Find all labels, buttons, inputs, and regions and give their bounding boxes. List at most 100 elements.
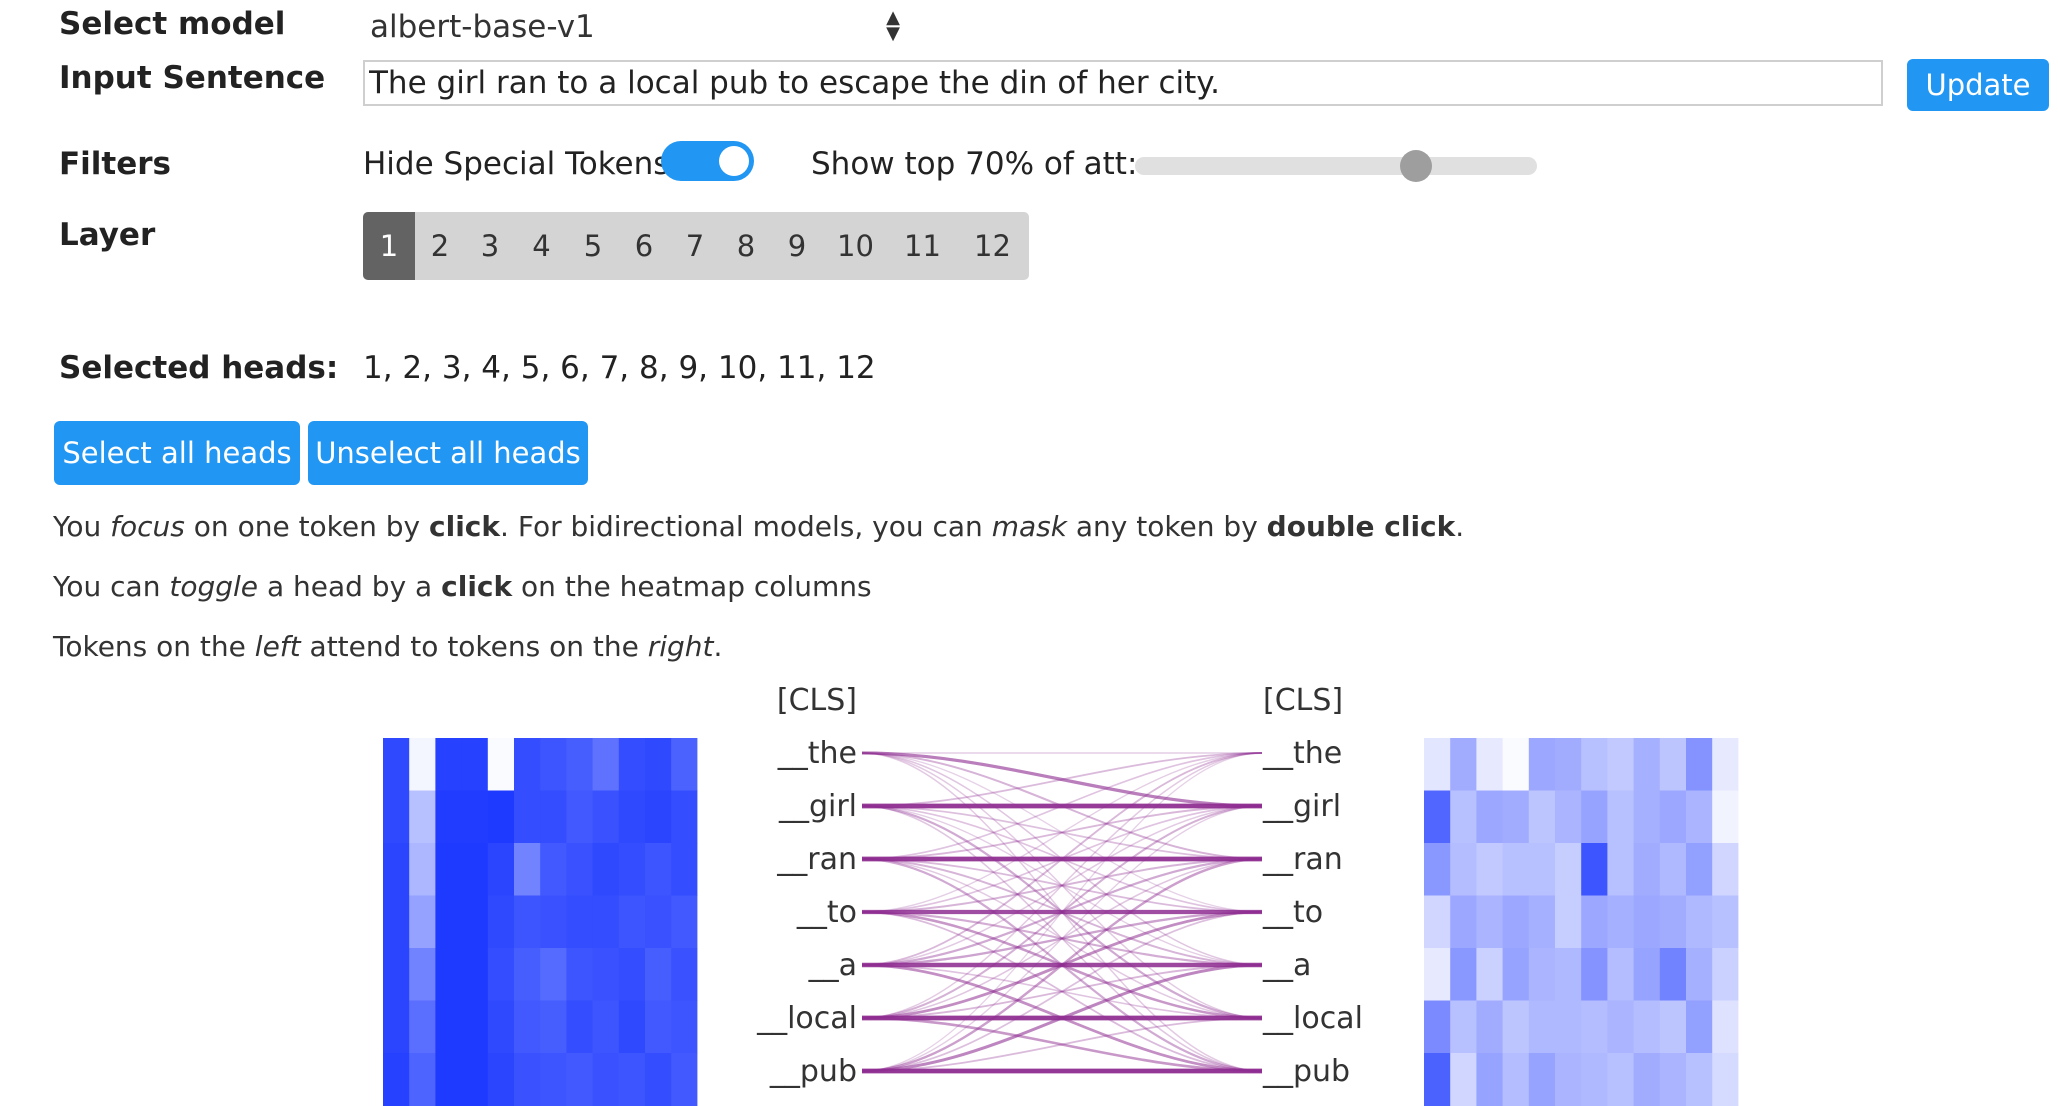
right-heatmap-cell[interactable] bbox=[1450, 843, 1477, 896]
left-heatmap-cell[interactable] bbox=[645, 948, 672, 1001]
right-heatmap-cell[interactable] bbox=[1633, 843, 1661, 896]
right-token[interactable]: __girl bbox=[1262, 789, 1341, 824]
left-heatmap-cell[interactable] bbox=[671, 843, 698, 896]
right-heatmap-cell[interactable] bbox=[1424, 948, 1451, 1001]
right-heatmap-cell[interactable] bbox=[1528, 1053, 1556, 1106]
right-heatmap-cell[interactable] bbox=[1450, 738, 1477, 791]
right-heatmap-cell[interactable] bbox=[1450, 1000, 1477, 1054]
left-heatmap-cell[interactable] bbox=[618, 843, 646, 896]
update-button[interactable]: Update bbox=[1907, 59, 2049, 111]
right-heatmap-cell[interactable] bbox=[1528, 843, 1556, 896]
right-heatmap-cell[interactable] bbox=[1607, 1000, 1635, 1054]
left-heatmap-cell[interactable] bbox=[618, 1000, 646, 1054]
left-heatmap-cell[interactable] bbox=[487, 738, 515, 791]
left-heatmap-cell[interactable] bbox=[409, 843, 436, 896]
left-token[interactable]: __the bbox=[777, 736, 857, 771]
left-heatmap-cell[interactable] bbox=[540, 895, 567, 949]
right-heatmap-cell[interactable] bbox=[1502, 1000, 1530, 1054]
right-heatmap-cell[interactable] bbox=[1476, 738, 1504, 791]
right-heatmap-cell[interactable] bbox=[1555, 948, 1582, 1001]
left-heatmap-cell[interactable] bbox=[487, 843, 515, 896]
right-heatmap-cell[interactable] bbox=[1633, 1053, 1661, 1106]
right-token[interactable]: [CLS] bbox=[1263, 683, 1343, 718]
right-heatmap-cell[interactable] bbox=[1528, 948, 1556, 1001]
right-heatmap-cell[interactable] bbox=[1424, 1000, 1451, 1054]
right-heatmap-cell[interactable] bbox=[1686, 1000, 1713, 1054]
left-heatmap-cell[interactable] bbox=[671, 1000, 698, 1054]
left-heatmap-cell[interactable] bbox=[566, 738, 594, 791]
right-heatmap-cell[interactable] bbox=[1659, 1000, 1687, 1054]
layer-3[interactable]: 3 bbox=[480, 229, 500, 263]
left-token[interactable]: __girl bbox=[778, 789, 857, 824]
right-heatmap-cell[interactable] bbox=[1424, 843, 1451, 896]
right-heatmap-cell[interactable] bbox=[1476, 843, 1504, 896]
left-heatmap-cell[interactable] bbox=[540, 948, 567, 1001]
left-heatmap-cell[interactable] bbox=[645, 843, 672, 896]
right-heatmap-cell[interactable] bbox=[1607, 1053, 1635, 1106]
unselect-all-heads-button[interactable]: Unselect all heads bbox=[308, 421, 588, 485]
left-heatmap-cell[interactable] bbox=[671, 790, 698, 844]
right-heatmap-cell[interactable] bbox=[1476, 1000, 1504, 1054]
right-token[interactable]: __to bbox=[1262, 895, 1323, 930]
left-heatmap-cell[interactable] bbox=[409, 790, 436, 844]
left-heatmap-cell[interactable] bbox=[514, 948, 541, 1001]
left-heatmap-cell[interactable] bbox=[461, 895, 489, 949]
layer-10[interactable]: 10 bbox=[837, 229, 874, 263]
right-heatmap-cell[interactable] bbox=[1659, 738, 1687, 791]
right-heatmap-cell[interactable] bbox=[1476, 1053, 1504, 1106]
left-heatmap-cell[interactable] bbox=[487, 1053, 515, 1106]
left-heatmap-cell[interactable] bbox=[645, 1000, 672, 1054]
left-heatmap-cell[interactable] bbox=[435, 1053, 463, 1106]
right-heatmap-cell[interactable] bbox=[1581, 843, 1608, 896]
left-heatmap[interactable] bbox=[383, 738, 698, 1106]
left-heatmap-cell[interactable] bbox=[514, 1053, 541, 1106]
left-heatmap-cell[interactable] bbox=[461, 843, 489, 896]
right-heatmap-cell[interactable] bbox=[1607, 948, 1635, 1001]
right-heatmap-cell[interactable] bbox=[1450, 948, 1477, 1001]
right-heatmap-cell[interactable] bbox=[1476, 790, 1504, 844]
left-heatmap-cell[interactable] bbox=[540, 790, 567, 844]
left-heatmap-cell[interactable] bbox=[435, 790, 463, 844]
right-heatmap-cell[interactable] bbox=[1581, 1053, 1608, 1106]
layer-7[interactable]: 7 bbox=[685, 229, 705, 263]
left-heatmap-cell[interactable] bbox=[383, 843, 410, 896]
left-token[interactable]: __local bbox=[756, 1001, 857, 1036]
right-heatmap-cell[interactable] bbox=[1555, 843, 1582, 896]
right-heatmap-cell[interactable] bbox=[1607, 790, 1635, 844]
right-token[interactable]: __local bbox=[1262, 1001, 1363, 1036]
right-heatmap-cell[interactable] bbox=[1659, 790, 1687, 844]
left-heatmap-cell[interactable] bbox=[514, 738, 541, 791]
right-heatmap-cell[interactable] bbox=[1450, 1053, 1477, 1106]
left-heatmap-cell[interactable] bbox=[566, 790, 594, 844]
right-heatmap-cell[interactable] bbox=[1581, 895, 1608, 949]
right-heatmap-cell[interactable] bbox=[1502, 895, 1530, 949]
left-heatmap-cell[interactable] bbox=[514, 843, 541, 896]
left-heatmap-cell[interactable] bbox=[618, 948, 646, 1001]
right-heatmap-cell[interactable] bbox=[1555, 790, 1582, 844]
right-heatmap-cell[interactable] bbox=[1686, 790, 1713, 844]
layer-4[interactable]: 4 bbox=[532, 229, 551, 263]
left-heatmap-cell[interactable] bbox=[409, 1053, 436, 1106]
select-all-heads-button[interactable]: Select all heads bbox=[54, 421, 300, 485]
right-heatmap[interactable] bbox=[1424, 738, 1739, 1106]
left-heatmap-cell[interactable] bbox=[618, 790, 646, 844]
left-heatmap-cell[interactable] bbox=[409, 1000, 436, 1054]
hide-special-tokens-toggle[interactable] bbox=[661, 141, 754, 181]
right-heatmap-cell[interactable] bbox=[1659, 843, 1687, 896]
right-heatmap-cell[interactable] bbox=[1686, 948, 1713, 1001]
right-heatmap-cell[interactable] bbox=[1607, 738, 1635, 791]
left-heatmap-cell[interactable] bbox=[645, 895, 672, 949]
right-heatmap-cell[interactable] bbox=[1581, 738, 1608, 791]
left-token[interactable]: __ran bbox=[776, 842, 857, 877]
right-heatmap-cell[interactable] bbox=[1712, 843, 1739, 896]
right-heatmap-cell[interactable] bbox=[1712, 1000, 1739, 1054]
layer-11[interactable]: 11 bbox=[904, 229, 941, 263]
slider-thumb[interactable] bbox=[1400, 150, 1433, 182]
left-heatmap-cell[interactable] bbox=[461, 790, 489, 844]
left-heatmap-cell[interactable] bbox=[671, 895, 698, 949]
right-token[interactable]: __the bbox=[1262, 736, 1342, 771]
right-heatmap-cell[interactable] bbox=[1476, 895, 1504, 949]
right-heatmap-cell[interactable] bbox=[1424, 1053, 1451, 1106]
right-heatmap-cell[interactable] bbox=[1712, 738, 1739, 791]
left-heatmap-cell[interactable] bbox=[618, 1053, 646, 1106]
